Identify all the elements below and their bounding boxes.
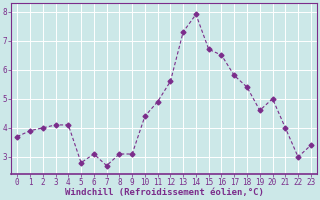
X-axis label: Windchill (Refroidissement éolien,°C): Windchill (Refroidissement éolien,°C) — [65, 188, 263, 197]
